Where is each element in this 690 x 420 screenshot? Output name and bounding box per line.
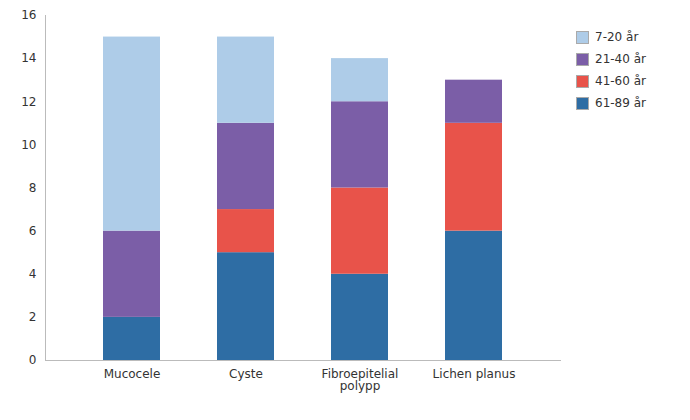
html-text:21-40 år: 21-40 år: [595, 52, 646, 66]
svg-text:2: 2: [29, 310, 37, 324]
svg-text:4: 4: [29, 267, 37, 281]
svg-text:Lichen planus: Lichen planus: [433, 367, 516, 381]
html-text:7-20 år: 7-20 år: [595, 30, 639, 44]
svg-text:10: 10: [21, 138, 36, 152]
svg-text:8: 8: [29, 181, 37, 195]
svg-text:Cyste: Cyste: [229, 367, 263, 381]
svg-text:12: 12: [21, 95, 36, 109]
svg-text:Mucocele: Mucocele: [104, 367, 161, 381]
svg-text:Fibroepitelialpolypp: Fibroepitelialpolypp: [322, 367, 399, 393]
svg-text:0: 0: [29, 353, 37, 367]
svg-text:16: 16: [21, 8, 36, 22]
html-text:41-60 år: 41-60 år: [595, 74, 646, 88]
html-text:61-89 år: 61-89 år: [595, 96, 646, 110]
svg-text:6: 6: [29, 224, 37, 238]
svg-text:14: 14: [21, 51, 36, 65]
